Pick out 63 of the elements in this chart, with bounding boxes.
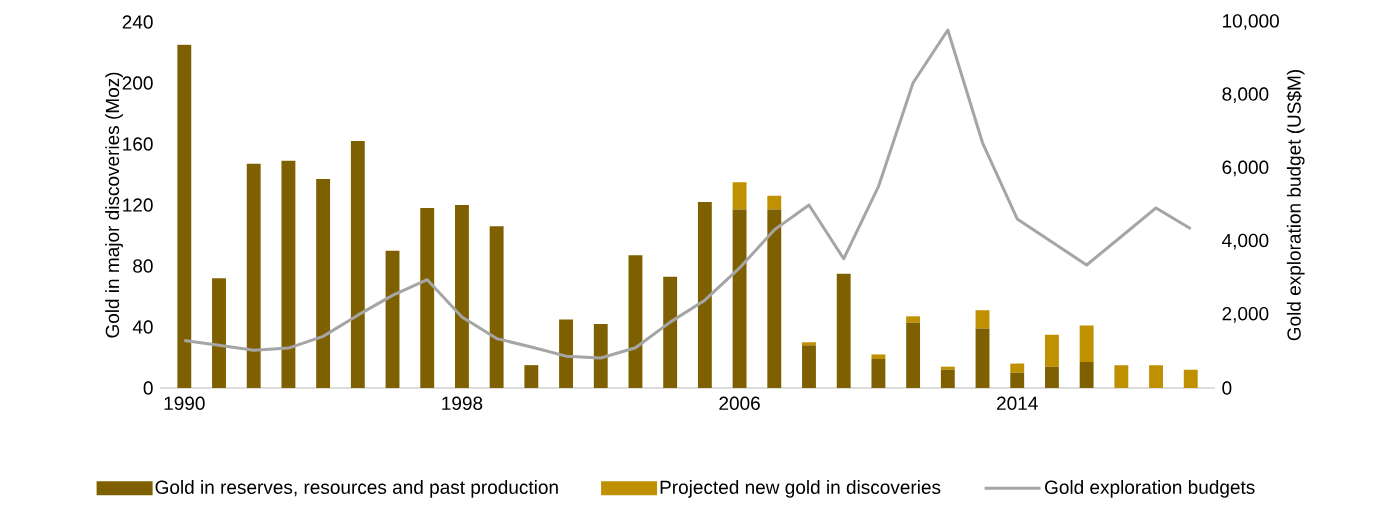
bar (212, 278, 226, 388)
bar (871, 354, 886, 360)
bar (350, 140, 365, 388)
bar (1079, 325, 1094, 363)
bar (281, 160, 296, 388)
bar (1079, 362, 1094, 388)
legend-label: Gold in reserves, resources and past production (155, 480, 558, 498)
bar (940, 369, 955, 388)
y2-tick-label: 10,000 (1223, 14, 1279, 30)
y2-tick-label: 0 (1222, 381, 1232, 395)
bar (246, 163, 261, 388)
y2-axis-title: Gold exploration budget (US$M) (1286, 70, 1305, 341)
bar (836, 273, 851, 388)
bar (177, 44, 192, 388)
bar (1010, 372, 1025, 388)
x-tick-label: 2014 (997, 396, 1038, 410)
bar (697, 201, 712, 388)
y-tick-label: 0 (143, 381, 153, 395)
x-tick-label: 1990 (164, 396, 205, 410)
y-tick-label: 200 (122, 76, 153, 90)
y-tick-label: 160 (123, 137, 153, 151)
bar (767, 195, 782, 210)
bar (767, 209, 782, 388)
bar (663, 276, 678, 388)
bar (732, 209, 747, 388)
bar (802, 342, 816, 346)
bar (975, 328, 990, 388)
y-axis-title: Gold in major discoveries (Moz) (105, 72, 123, 338)
bar (906, 322, 921, 388)
bar (1183, 369, 1198, 388)
bar (628, 255, 643, 388)
y2-tick-label: 8,000 (1222, 87, 1269, 104)
bar (524, 365, 539, 388)
bar (906, 316, 921, 323)
bar (489, 226, 504, 388)
y-tick-label: 120 (123, 198, 153, 212)
x-tick-label: 1998 (442, 396, 483, 410)
bar (732, 182, 747, 210)
x-tick-label: 2006 (719, 396, 760, 410)
bar (940, 366, 955, 370)
y-tick-label: 240 (122, 15, 153, 29)
y2-tick-label: 2,000 (1222, 306, 1269, 323)
bar (316, 179, 331, 388)
line-series (182, 28, 1193, 360)
bar (802, 345, 816, 388)
bar (593, 323, 608, 388)
y-tick-label: 40 (132, 320, 153, 334)
y-tick-label: 80 (133, 259, 153, 273)
legend-label: Gold exploration budgets (1045, 480, 1255, 498)
legend-label: Projected new gold in discoveries (660, 480, 941, 498)
bar (1114, 365, 1129, 388)
bar (1010, 363, 1025, 373)
bar (1044, 334, 1059, 367)
bar (871, 359, 886, 388)
bar (420, 208, 435, 388)
y2-tick-label: 6,000 (1222, 160, 1269, 177)
bar (1044, 366, 1059, 388)
bar (385, 250, 400, 388)
y2-tick-label: 4,000 (1222, 233, 1269, 250)
bar (1149, 365, 1163, 388)
bar (455, 205, 469, 388)
bar (559, 319, 573, 388)
bar (975, 310, 990, 329)
